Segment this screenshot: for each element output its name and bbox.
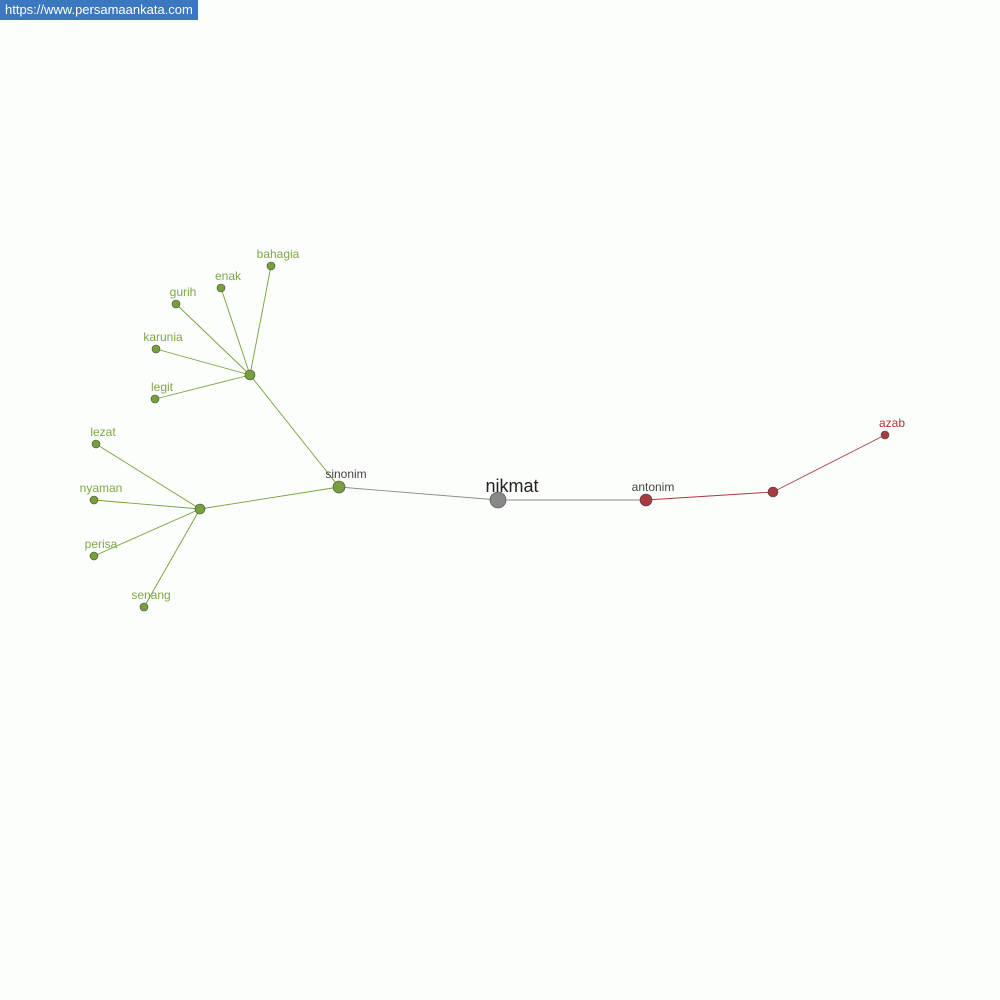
- edge-s1-karunia: [155, 348, 251, 376]
- node-label[interactable]: bahagia: [257, 247, 300, 261]
- edge-s2-senang: [143, 508, 201, 608]
- node-label[interactable]: nyaman: [80, 481, 123, 495]
- edge-s2-nyaman: [93, 499, 201, 510]
- node-lezat[interactable]: lezat: [90, 425, 116, 449]
- node-antonim[interactable]: antonim: [632, 480, 675, 507]
- node-marker[interactable]: [89, 495, 99, 505]
- node-karunia[interactable]: karunia: [143, 330, 183, 354]
- node-label[interactable]: azab: [879, 416, 905, 430]
- node-marker[interactable]: [91, 439, 101, 449]
- node-azab[interactable]: azab: [879, 416, 905, 440]
- site-link[interactable]: https://www.persamaankata.com: [0, 0, 198, 20]
- node-label[interactable]: sinonim: [325, 467, 366, 481]
- node-sinonim[interactable]: sinonim: [325, 467, 367, 494]
- node-enak[interactable]: enak: [215, 269, 242, 293]
- node-label[interactable]: perisa: [85, 537, 118, 551]
- node-marker[interactable]: [767, 486, 779, 498]
- node-nyaman[interactable]: nyaman: [80, 481, 123, 505]
- edge-sinonim-s1: [249, 374, 340, 488]
- node-label[interactable]: lezat: [90, 425, 116, 439]
- node-label[interactable]: senang: [131, 588, 170, 602]
- edge-sinonim-s2: [199, 486, 340, 510]
- edge-s1-enak: [220, 287, 251, 376]
- node-marker[interactable]: [880, 430, 890, 440]
- node-marker[interactable]: [244, 369, 256, 381]
- node-bahagia[interactable]: bahagia: [257, 247, 300, 271]
- edge-s2-perisa: [93, 508, 201, 557]
- node-label[interactable]: karunia: [143, 330, 183, 344]
- node-marker[interactable]: [139, 602, 149, 612]
- node-marker[interactable]: [489, 491, 507, 509]
- node-label[interactable]: enak: [215, 269, 242, 283]
- node-a1[interactable]: [767, 486, 779, 498]
- node-marker[interactable]: [171, 299, 181, 309]
- edge-s1-gurih: [175, 303, 251, 376]
- edge-nikmat-sinonim: [338, 486, 499, 501]
- edge-s1-bahagia: [249, 265, 272, 376]
- node-senang[interactable]: senang: [131, 588, 171, 612]
- node-marker[interactable]: [216, 283, 226, 293]
- node-marker[interactable]: [151, 344, 161, 354]
- node-marker[interactable]: [194, 503, 206, 515]
- node-label[interactable]: gurih: [170, 285, 197, 299]
- node-label[interactable]: antonim: [632, 480, 675, 494]
- node-label[interactable]: legit: [151, 380, 174, 394]
- node-s1[interactable]: [244, 369, 256, 381]
- node-s2[interactable]: [194, 503, 206, 515]
- edge-a1-azab: [772, 434, 886, 493]
- edge-s1-legit: [154, 374, 251, 400]
- node-marker[interactable]: [639, 493, 653, 507]
- node-nikmat[interactable]: nikmat: [485, 476, 539, 509]
- node-label[interactable]: nikmat: [485, 476, 538, 496]
- node-gurih[interactable]: gurih: [170, 285, 197, 309]
- node-marker[interactable]: [89, 551, 99, 561]
- node-perisa[interactable]: perisa: [85, 537, 118, 561]
- node-marker[interactable]: [332, 480, 346, 494]
- edge-antonim-a1: [645, 491, 774, 501]
- edge-s2-lezat: [95, 443, 201, 510]
- node-marker[interactable]: [150, 394, 160, 404]
- node-marker[interactable]: [266, 261, 276, 271]
- node-legit[interactable]: legit: [150, 380, 174, 404]
